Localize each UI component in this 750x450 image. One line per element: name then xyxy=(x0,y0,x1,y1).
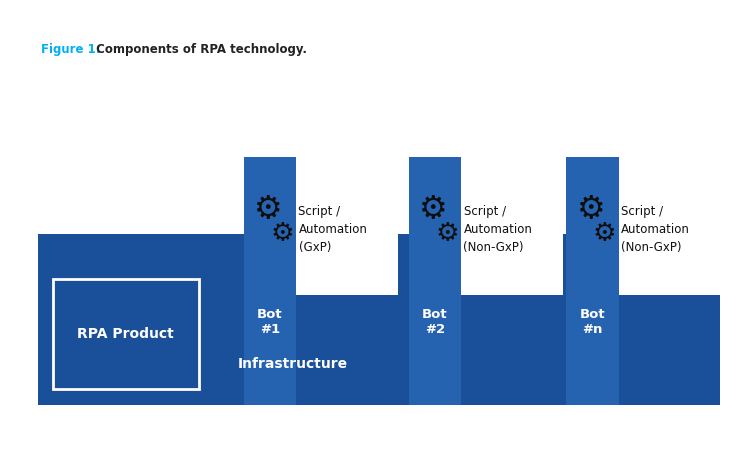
Text: Script /
Automation
(GxP): Script / Automation (GxP) xyxy=(298,205,368,254)
Text: Script /
Automation
(Non-GxP): Script / Automation (Non-GxP) xyxy=(621,205,690,254)
Text: Bot
#2: Bot #2 xyxy=(422,308,448,336)
Text: ⚙: ⚙ xyxy=(577,194,605,225)
Text: Infrastructure: Infrastructure xyxy=(238,357,347,372)
Text: Script /
Automation
(Non-GxP): Script / Automation (Non-GxP) xyxy=(464,205,532,254)
Text: ⚙: ⚙ xyxy=(435,221,459,247)
Text: ⚙: ⚙ xyxy=(254,194,283,225)
Text: ⚙: ⚙ xyxy=(592,221,616,247)
Text: Bot
#1: Bot #1 xyxy=(257,308,283,336)
Text: Bot
#n: Bot #n xyxy=(580,308,605,336)
Text: Figure 1:: Figure 1: xyxy=(41,43,101,56)
Text: ⚙: ⚙ xyxy=(270,221,294,247)
Text: ⚙: ⚙ xyxy=(419,194,448,225)
Text: Components of RPA technology.: Components of RPA technology. xyxy=(92,43,307,56)
Text: RPA Product: RPA Product xyxy=(77,327,174,341)
